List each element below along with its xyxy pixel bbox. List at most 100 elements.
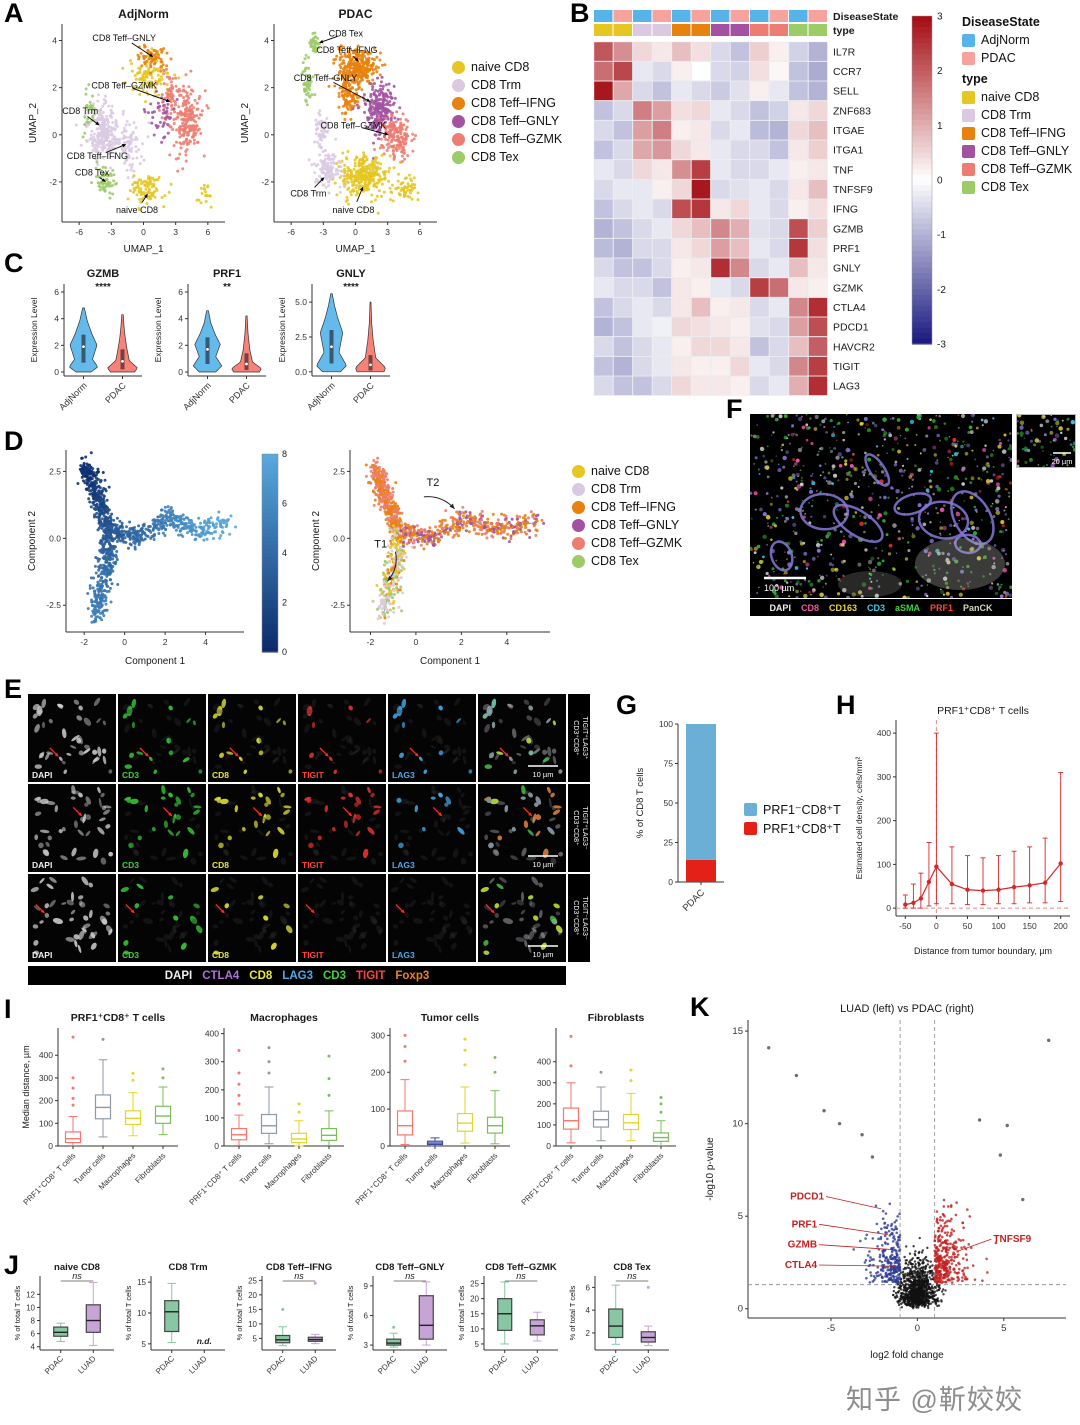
svg-text:0: 0	[264, 130, 269, 140]
legend-swatch	[572, 554, 585, 568]
stain-label: PanCK	[963, 602, 993, 613]
legend-swatch	[572, 536, 585, 550]
legend-label: AdjNorm	[981, 33, 1030, 47]
panel-letter-d: D	[4, 426, 24, 456]
svg-text:-2: -2	[367, 637, 375, 647]
legend-swatch	[962, 108, 975, 122]
svg-text:6: 6	[417, 227, 422, 237]
svg-text:CD8 Teff–IFNG: CD8 Teff–IFNG	[316, 45, 377, 55]
legend-item: CD8 Teff–IFNG	[962, 126, 1072, 140]
legend-label: naive CD8	[591, 464, 650, 478]
panel-letter-e: E	[4, 674, 23, 704]
trajectory-celltype-plot: -2 0 2 4 -2.5 0.0 2.5 Component 1 Component 2 T1 T…	[308, 440, 558, 668]
svg-text:CD8 Tex: CD8 Tex	[75, 168, 110, 178]
legend-label: PRF1⁺CD8⁺T	[763, 822, 841, 836]
legend-item: CD8 Tex	[452, 150, 562, 164]
legend-label: CD8 Teff–IFNG	[471, 96, 556, 110]
legend-label: CD8 Teff–GNLY	[591, 518, 680, 532]
legend-label: CD8 Teff–GZMK	[591, 536, 683, 550]
svg-text:Component 2: Component 2	[311, 511, 322, 571]
tissue-image: 100 µm	[748, 338, 1014, 601]
svg-text:-3: -3	[320, 227, 328, 237]
legend-label: CD8 Trm	[471, 78, 521, 92]
svg-text:CD8 Teff–GZMK: CD8 Teff–GZMK	[321, 120, 387, 130]
legend-item: naive CD8	[572, 464, 682, 478]
svg-text:0: 0	[178, 367, 183, 377]
svg-text:6: 6	[178, 287, 183, 297]
legend-swatch	[962, 90, 975, 104]
legend-item: AdjNorm	[962, 33, 1072, 47]
svg-text:****: ****	[95, 282, 111, 293]
svg-text:CD8 Trm: CD8 Trm	[290, 189, 326, 199]
tissue-image-inset: 20 µm	[1016, 413, 1077, 468]
stain-label: DAPI	[164, 969, 193, 982]
legend-swatch	[572, 500, 585, 514]
svg-text:CCR7: CCR7	[833, 66, 862, 78]
svg-text:GZMB: GZMB	[87, 268, 119, 280]
legend-label: PRF1⁻CD8⁺T	[763, 803, 841, 817]
volcano-plot: -5 0 5 0 5 10 15 LUAD (left) vs PDAC (right) log…	[702, 1000, 1078, 1364]
legend-swatch	[452, 150, 465, 164]
legend-swatch	[744, 822, 757, 835]
umap-plot-adjnorm: -6 -3 0 3 6 -2 0 2 4 AdjNorm UMAP_1 UMAP_2 CD8 Teff–…	[26, 6, 231, 256]
svg-text:0: 0	[937, 176, 943, 187]
svg-text:1: 1	[937, 121, 943, 132]
svg-text:GNLY: GNLY	[833, 263, 861, 275]
svg-text:IFNG: IFNG	[833, 204, 858, 216]
svg-text:-2: -2	[261, 177, 269, 187]
svg-text:GNLY: GNLY	[336, 268, 366, 280]
stain-label: CD3	[322, 969, 346, 982]
svg-text:0: 0	[282, 647, 287, 657]
legend-swatch	[572, 464, 585, 478]
legend-item: CD8 Tex	[962, 180, 1072, 194]
legend-swatch	[452, 96, 465, 110]
stain-label: CTLA4	[202, 969, 240, 982]
svg-text:4: 4	[54, 314, 59, 324]
svg-text:GZMB: GZMB	[833, 223, 863, 235]
tcell-fraction-boxplot-1: 4 6 8 10 12 naive CD8% of total T cells PDAC LU…	[12, 1260, 122, 1423]
svg-text:2: 2	[52, 83, 57, 93]
svg-text:-3: -3	[937, 340, 946, 351]
svg-text:4: 4	[178, 314, 183, 324]
violin-plot-gzmb: 0 2 4 6 GZMB Expression Level AdjNorm PDAC ****	[28, 266, 150, 438]
svg-text:-2: -2	[49, 177, 57, 187]
svg-text:UMAP_2: UMAP_2	[240, 103, 251, 143]
legend-label: CD8 Tex	[471, 150, 519, 164]
svg-text:6: 6	[282, 499, 287, 509]
trajectory-pseudotime-plot: -2 0 2 4 -2.5 0.0 2.5 Component 1 Component 2	[24, 440, 252, 668]
tcell-fraction-boxplot-5: 5 10 15 20 25 CD8 Teff–GZMK% of total T cells…	[456, 1260, 566, 1423]
svg-text:IL7R: IL7R	[833, 46, 856, 58]
svg-text:-2.5: -2.5	[330, 600, 345, 610]
svg-text:PDAC: PDAC	[338, 7, 372, 21]
svg-text:PDAC: PDAC	[351, 380, 376, 405]
svg-text:4: 4	[264, 36, 269, 46]
svg-text:0: 0	[141, 227, 146, 237]
stain-label: PRF1	[930, 602, 954, 613]
svg-text:Expression Level: Expression Level	[277, 298, 287, 363]
svg-text:0: 0	[52, 130, 57, 140]
svg-text:ITGA1: ITGA1	[833, 145, 864, 157]
tcell-fraction-boxplot-6: 2 4 6 CD8 Tex% of total T cells PDAC LUAD ns	[567, 1260, 677, 1423]
distance-boxplot-1: 0 100 200 300 400 PRF1⁺CD8⁺ T cells Median dis…	[20, 1010, 184, 1250]
svg-text:SELL: SELL	[833, 86, 859, 98]
svg-text:0: 0	[414, 637, 419, 647]
svg-text:0: 0	[54, 367, 59, 377]
svg-text:2.5: 2.5	[295, 332, 307, 342]
stain-label: CD8	[800, 602, 819, 613]
stain-label: aSMA	[895, 602, 921, 613]
type-legend-items: naive CD8 CD8 Trm CD8 Teff–IFNG CD8 Teff–GN…	[962, 90, 1072, 194]
legend-label: CD8 Tex	[591, 554, 639, 568]
legend-label: CD8 Teff–GZMK	[981, 162, 1073, 176]
legend-swatch	[744, 803, 757, 816]
legend-swatch	[962, 162, 975, 176]
svg-text:CD8 Teff–GNLY: CD8 Teff–GNLY	[294, 73, 358, 83]
distance-boxplot-3: 0 100 200 300 Tumor cells PRF1⁺CD8⁺ T cells Tu…	[352, 1010, 516, 1250]
svg-text:2: 2	[264, 83, 269, 93]
legend-item: CD8 Teff–IFNG	[452, 96, 562, 110]
svg-text:-6: -6	[287, 227, 295, 237]
svg-text:-2.5: -2.5	[46, 600, 61, 610]
svg-text:DiseaseState: DiseaseState	[833, 11, 899, 23]
svg-text:4: 4	[282, 548, 287, 558]
svg-text:Component 1: Component 1	[420, 656, 480, 667]
